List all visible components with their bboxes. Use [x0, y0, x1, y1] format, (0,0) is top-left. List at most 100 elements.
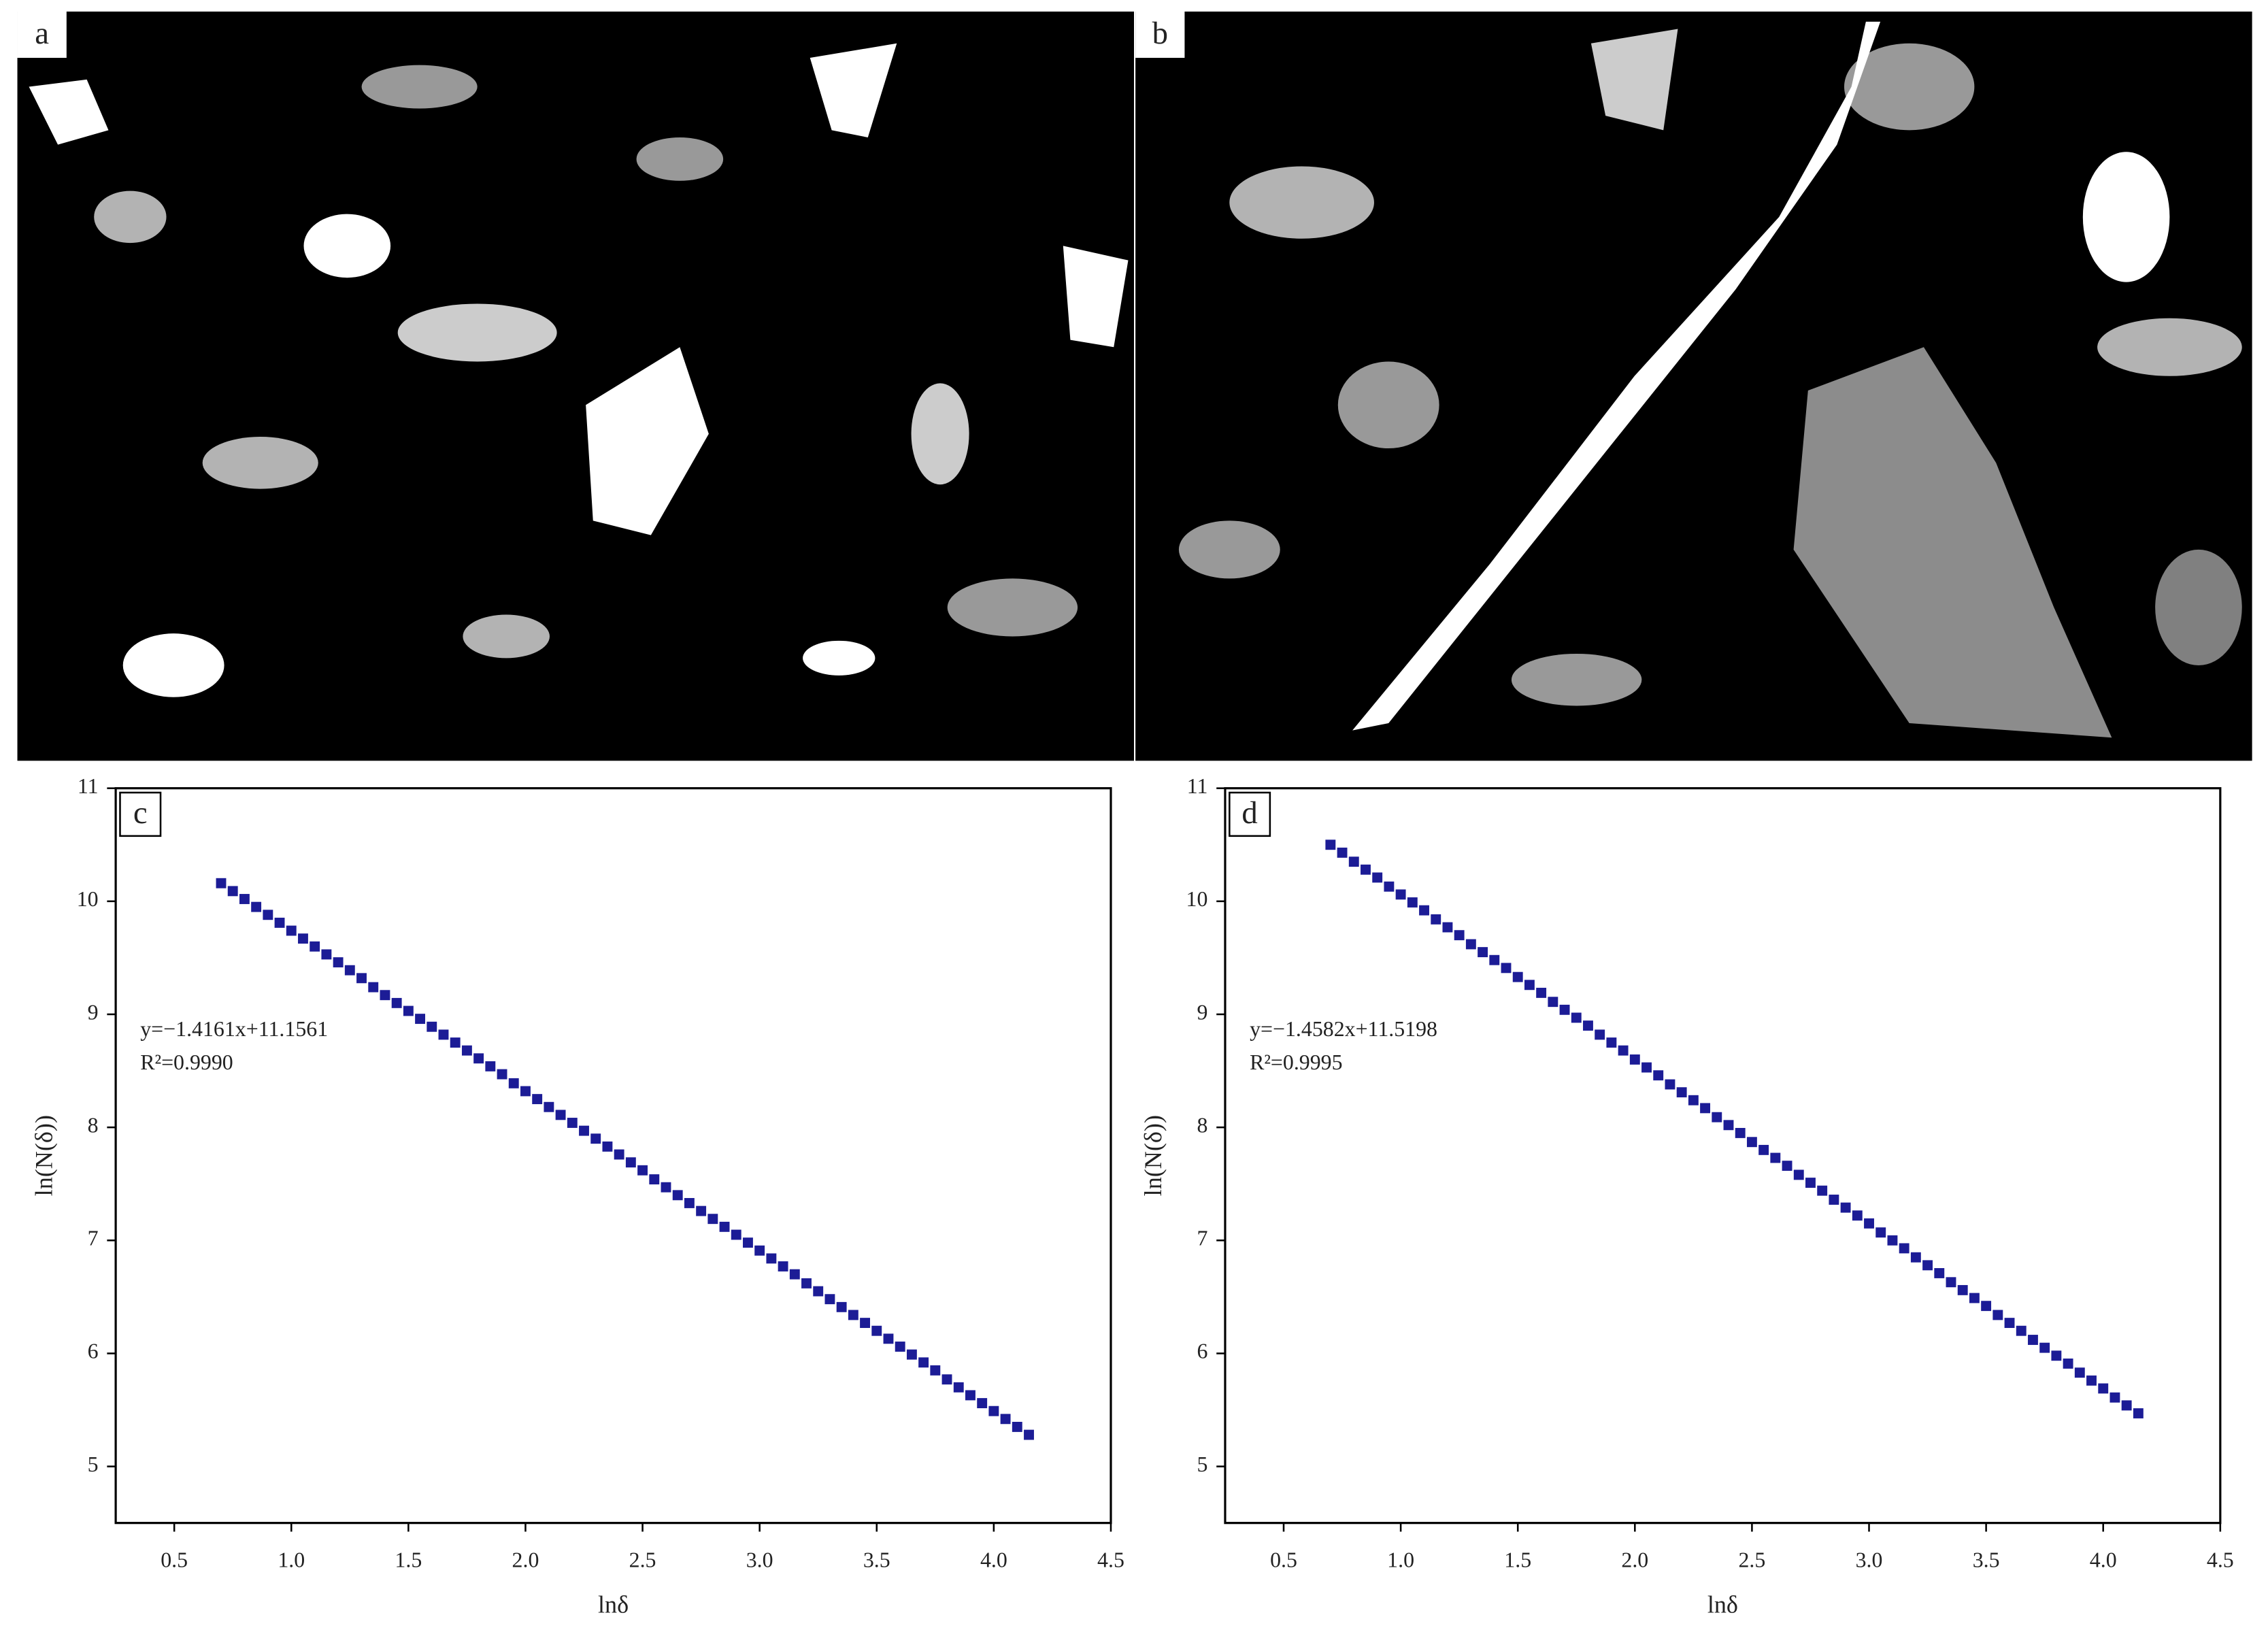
point [1361, 864, 1371, 875]
point [1712, 1112, 1722, 1122]
point [1442, 922, 1453, 933]
x-tick-label: 2.0 [512, 1548, 539, 1571]
point [1817, 1185, 1828, 1196]
point [1653, 1070, 1664, 1081]
point [977, 1398, 988, 1408]
point [473, 1053, 484, 1064]
point [1910, 1252, 1921, 1263]
x-tick-label: 4.0 [980, 1548, 1007, 1571]
point [1419, 905, 1429, 916]
point [848, 1310, 858, 1320]
point [333, 957, 344, 967]
point [216, 878, 227, 888]
point [508, 1078, 519, 1088]
point [286, 925, 297, 936]
x-tick-label: 1.0 [1387, 1548, 1414, 1571]
point [2028, 1335, 2038, 1345]
point [427, 1021, 437, 1032]
point [1852, 1210, 1863, 1221]
point [2109, 1392, 2120, 1403]
y-tick-label: 11 [78, 774, 99, 798]
panel-label: c [133, 795, 148, 831]
point [1478, 947, 1488, 958]
point [1922, 1260, 1933, 1271]
point [1501, 963, 1512, 974]
point [1012, 1422, 1022, 1432]
point [1395, 889, 1406, 900]
point [2039, 1342, 2050, 1353]
point [754, 1245, 765, 1256]
point [824, 1294, 835, 1305]
y-tick-label: 6 [88, 1340, 99, 1363]
point [2098, 1383, 2109, 1394]
plot-frame [1224, 787, 2222, 1525]
point [1641, 1062, 1652, 1073]
x-tick-label: 3.0 [1856, 1548, 1883, 1571]
point [1758, 1144, 1769, 1155]
point [310, 941, 320, 952]
point [789, 1269, 800, 1280]
point [707, 1214, 718, 1225]
point [1981, 1301, 1992, 1312]
point [1024, 1429, 1034, 1440]
x-tick-label: 2.0 [1621, 1548, 1648, 1571]
point [590, 1133, 601, 1144]
point [1559, 1004, 1570, 1015]
point [356, 973, 367, 984]
x-tick-label: 3.5 [863, 1548, 890, 1571]
y-tick-label: 7 [88, 1227, 99, 1250]
point [602, 1141, 613, 1152]
point [1829, 1195, 1839, 1205]
point [321, 949, 332, 960]
point [2051, 1350, 2062, 1361]
point [497, 1069, 507, 1080]
y-tick-label: 9 [1197, 1000, 1208, 1024]
point [1899, 1243, 1910, 1254]
annotation: R²=0.9995 [1250, 1050, 1342, 1074]
point [1536, 987, 1547, 998]
point [2004, 1318, 2015, 1329]
point [1793, 1169, 1804, 1180]
plot-frame [114, 787, 1112, 1525]
point [1723, 1120, 1734, 1131]
point [239, 894, 250, 904]
x-tick-label: 4.0 [2090, 1548, 2117, 1571]
point [1782, 1161, 1792, 1171]
point [637, 1165, 648, 1176]
point [625, 1157, 636, 1168]
panel-label: d [1241, 795, 1257, 831]
point [1770, 1152, 1781, 1163]
point [567, 1118, 578, 1128]
point [2133, 1408, 2144, 1418]
point [941, 1374, 952, 1385]
point [1957, 1284, 1968, 1295]
point [520, 1086, 531, 1097]
point [661, 1182, 671, 1193]
point [544, 1101, 554, 1112]
point [1000, 1414, 1011, 1425]
y-tick-label: 8 [1197, 1113, 1208, 1137]
y-tick-label: 5 [1197, 1452, 1208, 1476]
point [532, 1094, 543, 1105]
annotation: y=−1.4161x+11.1561 [140, 1017, 328, 1041]
point [1875, 1227, 1886, 1238]
panel-label-box [1229, 791, 1271, 837]
point [555, 1110, 566, 1120]
x-tick-label: 0.5 [161, 1548, 188, 1571]
point [1465, 939, 1476, 950]
image-b [1135, 12, 2252, 761]
point [380, 990, 390, 1001]
y-tick-label: 5 [88, 1452, 99, 1476]
point [1840, 1202, 1851, 1213]
point [1992, 1310, 2003, 1320]
point [672, 1190, 683, 1201]
point [1348, 856, 1359, 867]
point [1384, 881, 1395, 892]
point [1629, 1054, 1640, 1065]
point [778, 1261, 788, 1271]
point [403, 1005, 414, 1016]
point [649, 1174, 660, 1185]
point [918, 1357, 929, 1368]
point [1431, 914, 1441, 925]
